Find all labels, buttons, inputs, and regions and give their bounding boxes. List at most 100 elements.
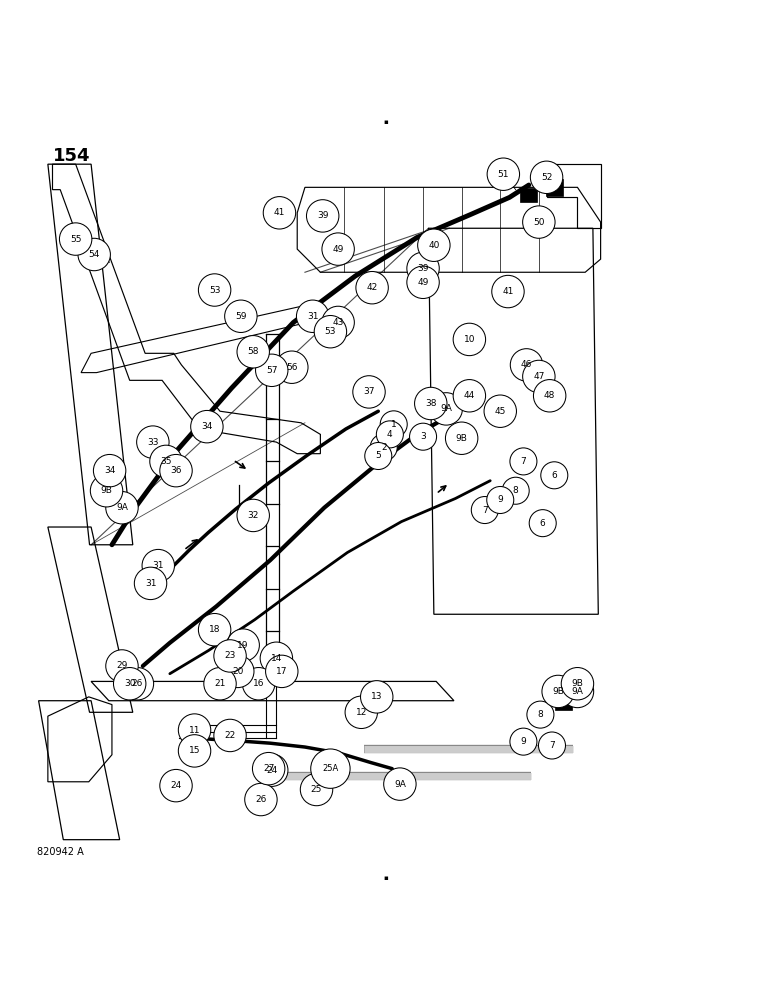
Text: 9B: 9B: [455, 434, 468, 443]
Text: 24: 24: [266, 766, 277, 775]
Text: 40: 40: [428, 241, 439, 250]
Text: 38: 38: [425, 399, 436, 408]
Text: 59: 59: [235, 312, 246, 321]
Circle shape: [314, 315, 347, 348]
Text: 9A: 9A: [440, 404, 452, 413]
Text: 51: 51: [498, 170, 509, 179]
Circle shape: [510, 448, 537, 475]
Text: 8: 8: [537, 710, 543, 719]
Text: 34: 34: [104, 466, 115, 475]
Circle shape: [237, 336, 269, 368]
Circle shape: [430, 393, 462, 425]
Circle shape: [523, 206, 555, 238]
Circle shape: [256, 754, 288, 786]
Circle shape: [93, 454, 126, 487]
Circle shape: [260, 642, 293, 674]
Text: 54: 54: [89, 250, 100, 259]
Circle shape: [380, 411, 408, 438]
Circle shape: [361, 681, 393, 713]
Circle shape: [502, 477, 529, 504]
Text: 15: 15: [189, 746, 200, 755]
Text: 7: 7: [549, 741, 555, 750]
Text: 36: 36: [171, 466, 181, 475]
Circle shape: [409, 423, 437, 450]
Text: 13: 13: [371, 692, 382, 701]
Circle shape: [214, 640, 246, 672]
Text: 9B: 9B: [100, 486, 113, 495]
Bar: [105, 469, 119, 488]
Text: 18: 18: [209, 625, 220, 634]
Text: 39: 39: [317, 211, 328, 220]
Circle shape: [523, 360, 555, 393]
Circle shape: [198, 274, 231, 306]
Circle shape: [533, 380, 566, 412]
Circle shape: [263, 197, 296, 229]
Text: 55: 55: [70, 235, 81, 244]
Text: 24: 24: [171, 781, 181, 790]
Circle shape: [322, 233, 354, 265]
Circle shape: [453, 323, 486, 356]
Text: 7: 7: [520, 457, 527, 466]
Circle shape: [242, 668, 275, 700]
Circle shape: [266, 655, 298, 688]
Text: 26: 26: [132, 679, 143, 688]
Circle shape: [59, 223, 92, 255]
Circle shape: [191, 410, 223, 443]
Circle shape: [121, 668, 154, 700]
Circle shape: [322, 306, 354, 339]
Text: 5: 5: [375, 451, 381, 460]
Circle shape: [106, 650, 138, 682]
Text: 49: 49: [333, 245, 344, 254]
Circle shape: [90, 475, 123, 507]
Circle shape: [310, 749, 350, 788]
Text: 9A: 9A: [116, 503, 128, 512]
Circle shape: [178, 714, 211, 746]
Circle shape: [353, 376, 385, 408]
Bar: [520, 188, 537, 202]
Circle shape: [222, 655, 254, 688]
Text: 25: 25: [311, 785, 322, 794]
Circle shape: [377, 421, 403, 448]
Circle shape: [113, 668, 146, 700]
Text: 53: 53: [209, 286, 220, 295]
Text: 46: 46: [521, 360, 532, 369]
Text: 22: 22: [225, 731, 235, 740]
Circle shape: [306, 200, 339, 232]
Circle shape: [160, 769, 192, 802]
Circle shape: [245, 783, 277, 816]
Circle shape: [418, 229, 450, 261]
Text: 10: 10: [464, 335, 475, 344]
Text: 3: 3: [420, 432, 426, 441]
Circle shape: [529, 510, 556, 537]
Text: 41: 41: [503, 287, 513, 296]
Text: 31: 31: [153, 561, 164, 570]
Text: 1: 1: [391, 420, 397, 429]
Circle shape: [178, 735, 211, 767]
Circle shape: [510, 728, 537, 755]
Text: 30: 30: [124, 679, 135, 688]
Circle shape: [300, 773, 333, 806]
Text: 16: 16: [253, 679, 264, 688]
Circle shape: [137, 426, 169, 458]
Circle shape: [542, 675, 574, 708]
Circle shape: [492, 275, 524, 308]
Circle shape: [471, 497, 498, 524]
Circle shape: [345, 696, 378, 729]
Bar: [572, 683, 586, 700]
Text: 41: 41: [274, 208, 285, 217]
Circle shape: [150, 445, 182, 478]
Circle shape: [538, 732, 565, 759]
Circle shape: [214, 719, 246, 752]
Circle shape: [486, 486, 514, 514]
Text: 47: 47: [533, 372, 544, 381]
Text: 2: 2: [381, 443, 387, 452]
Circle shape: [384, 768, 416, 800]
Circle shape: [540, 462, 567, 489]
Text: 8: 8: [513, 486, 519, 495]
Text: 19: 19: [238, 641, 249, 650]
Text: 32: 32: [248, 511, 259, 520]
Bar: [100, 483, 113, 498]
Circle shape: [484, 395, 516, 427]
Circle shape: [453, 380, 486, 412]
Circle shape: [407, 252, 439, 285]
